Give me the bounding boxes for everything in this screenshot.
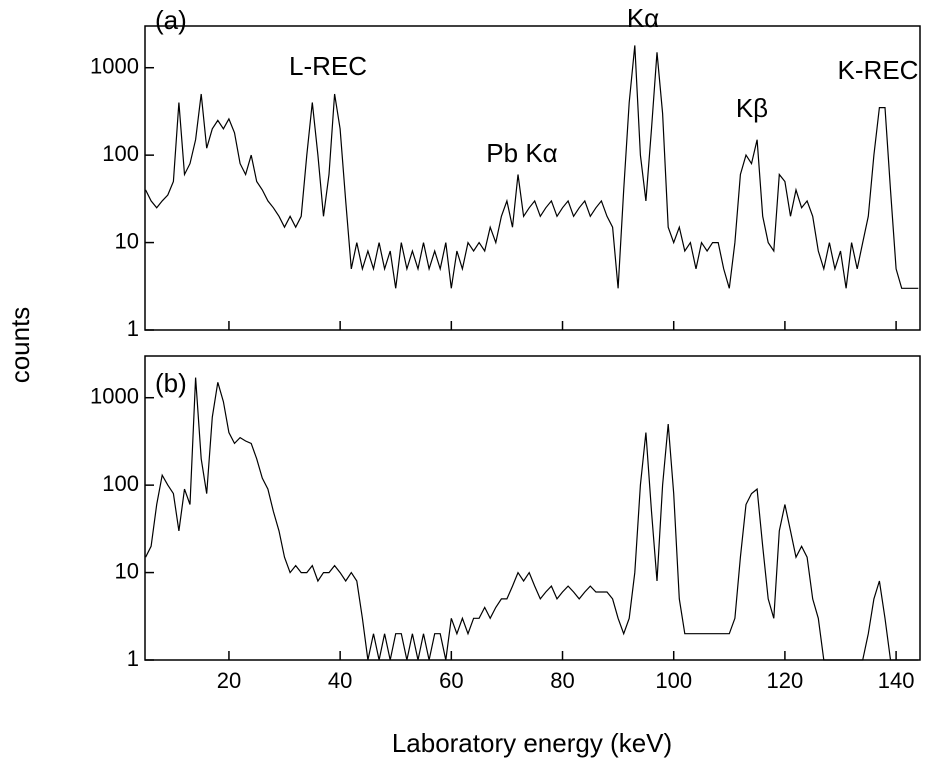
y-tick-label: 1 <box>127 646 139 671</box>
y-tick-label: 10 <box>115 228 139 253</box>
annotation: (a) <box>155 5 187 35</box>
x-axis-label: Laboratory energy (keV) <box>392 728 672 758</box>
x-tick-label: 80 <box>550 668 574 693</box>
y-tick-label: 100 <box>102 471 139 496</box>
y-tick-label: 1000 <box>90 54 139 79</box>
y-tick-label: 1000 <box>90 384 139 409</box>
y-tick-label: 1 <box>127 316 139 341</box>
plot-frame <box>144 355 921 661</box>
y-tick-label: 10 <box>115 558 139 583</box>
y-tick-label: 100 <box>102 141 139 166</box>
x-tick-label: 100 <box>655 668 692 693</box>
annotation: L-REC <box>289 51 367 81</box>
annotation: Kβ <box>736 93 768 123</box>
y-axis-label: counts <box>5 307 35 384</box>
spectrum-line <box>145 45 919 289</box>
annotation: Pb Kα <box>486 138 557 168</box>
plot-frame <box>144 25 921 331</box>
x-tick-label: 120 <box>767 668 804 693</box>
x-tick-label: 20 <box>217 668 241 693</box>
annotation: (b) <box>155 368 187 398</box>
x-tick-label: 40 <box>328 668 352 693</box>
annotation: Kα <box>627 3 659 33</box>
annotation: K-REC <box>838 55 919 85</box>
spectrum-line <box>145 377 919 661</box>
x-tick-label: 140 <box>878 668 915 693</box>
x-tick-label: 60 <box>439 668 463 693</box>
